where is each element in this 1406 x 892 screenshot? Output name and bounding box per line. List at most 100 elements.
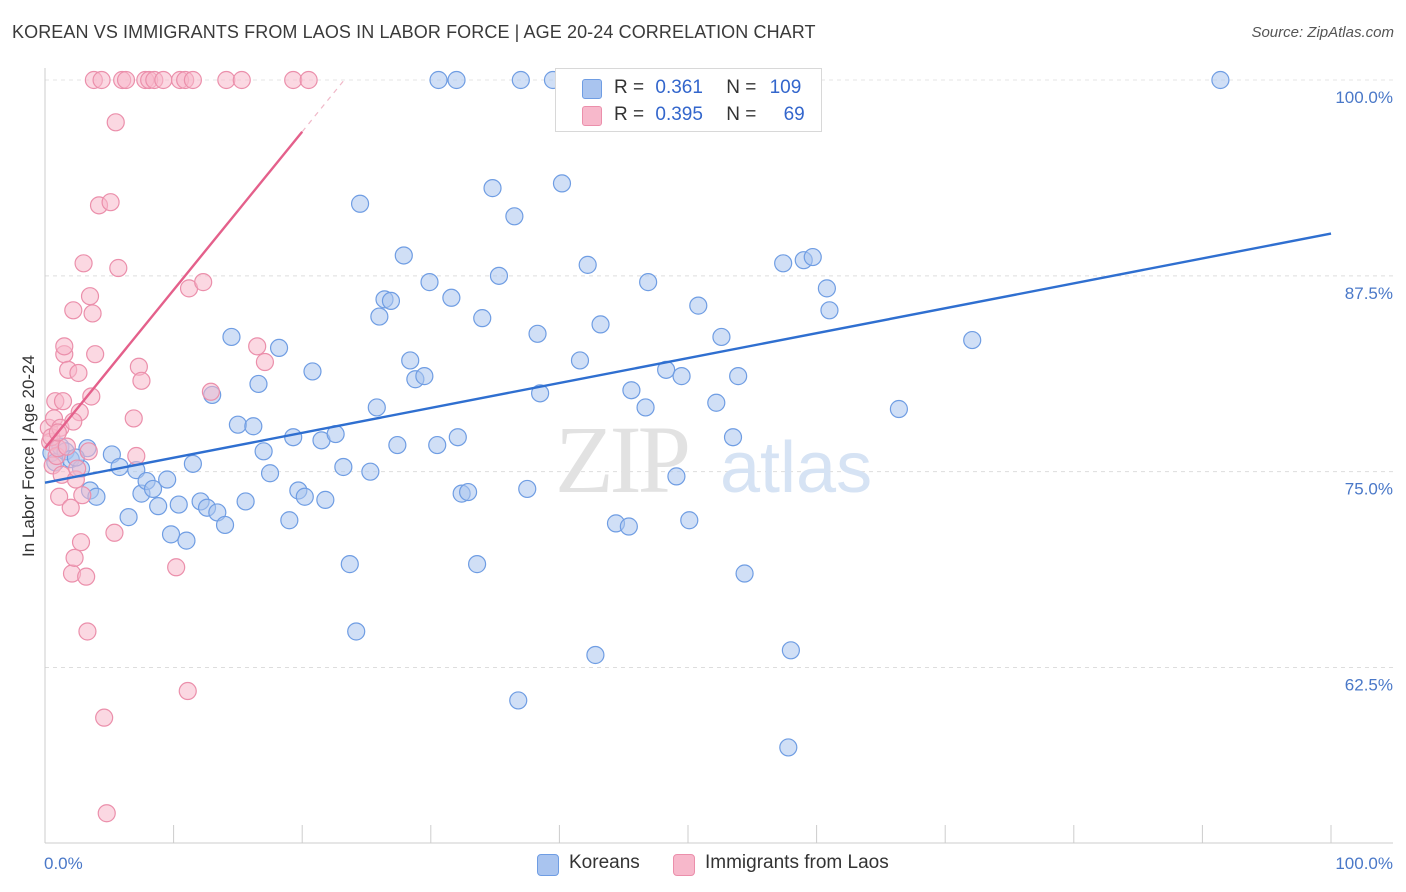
point-s0-37	[295, 487, 314, 506]
point-s1-22	[69, 363, 88, 383]
gridlines	[45, 79, 1393, 669]
point-s0-42	[334, 457, 353, 477]
axes	[44, 68, 1393, 844]
point-s1-61	[232, 70, 251, 90]
laos-r-value: 0.395	[655, 104, 703, 125]
point-s0-27	[228, 415, 247, 434]
point-s0-26	[222, 327, 241, 347]
point-s0-20	[183, 454, 202, 473]
point-s1-37	[97, 804, 116, 823]
y-tick-labels: 100.0% 87.5% 75.0% 62.5%	[1335, 88, 1393, 695]
point-s1-19	[65, 548, 84, 567]
point-s0-69	[528, 324, 547, 343]
legend-label-koreans: Koreans	[569, 852, 640, 873]
point-s1-51	[154, 70, 173, 90]
trend-lines	[44, 79, 1332, 484]
point-s0-32	[260, 464, 280, 483]
point-s0-57	[428, 435, 447, 455]
point-s0-10	[119, 508, 138, 527]
point-s0-92	[729, 367, 748, 386]
point-s0-43	[340, 555, 359, 574]
point-s0-76	[586, 645, 605, 665]
point-s0-17	[161, 525, 181, 544]
point-s1-18	[64, 301, 83, 320]
point-s0-45	[350, 194, 370, 213]
laos-n-label: N =	[726, 104, 757, 125]
point-s1-55	[178, 681, 197, 701]
point-s1-28	[78, 622, 97, 641]
point-s1-40	[106, 113, 125, 132]
point-s1-39	[105, 523, 124, 542]
point-s0-105	[429, 70, 448, 90]
point-s1-16	[61, 498, 80, 517]
point-s1-52	[167, 558, 186, 577]
watermark-zip: ZIP	[555, 406, 688, 513]
point-s1-36	[95, 708, 114, 727]
point-s0-79	[619, 517, 638, 536]
y-tick-label-0: 100.0%	[1335, 88, 1393, 107]
point-s0-50	[381, 291, 401, 311]
point-s0-101	[889, 399, 909, 419]
point-s0-99	[817, 279, 836, 298]
chart-title: KOREAN VS IMMIGRANTS FROM LAOS IN LABOR …	[12, 22, 816, 42]
point-s0-106	[511, 70, 530, 90]
point-s0-38	[303, 362, 322, 381]
point-s0-82	[639, 273, 658, 292]
point-s1-43	[116, 70, 136, 90]
point-s0-68	[518, 479, 537, 499]
point-s0-93	[735, 564, 754, 583]
point-s0-44	[347, 622, 366, 641]
point-s1-58	[194, 273, 213, 292]
laos-n-value: 69	[783, 104, 805, 125]
point-s0-74	[570, 351, 590, 370]
point-s0-58	[442, 288, 461, 307]
point-s0-89	[707, 393, 726, 412]
legend-swatch-laos	[673, 854, 695, 876]
laos-r-label: R =	[614, 104, 645, 125]
point-s0-96	[781, 641, 800, 660]
point-s1-25	[73, 486, 92, 505]
trend-line-1	[44, 130, 304, 449]
trend-line-0	[44, 232, 1332, 484]
x-tick-label-0: 0.0%	[44, 854, 83, 873]
point-s0-67	[509, 691, 528, 710]
y-tick-label-3: 62.5%	[1345, 676, 1393, 695]
watermark: ZIP atlas	[555, 406, 872, 513]
point-s0-62	[467, 555, 487, 574]
point-s0-102	[963, 330, 982, 350]
point-s0-25	[215, 515, 235, 535]
point-s0-28	[236, 492, 255, 511]
koreans-r-value: 0.361	[655, 77, 703, 98]
point-s0-29	[244, 417, 263, 436]
point-s0-33	[269, 338, 289, 358]
koreans-n-value: 109	[769, 77, 802, 98]
y-tick-label-2: 75.0%	[1345, 480, 1393, 499]
point-s1-35	[92, 70, 111, 90]
point-s0-40	[316, 490, 335, 509]
x-tick-label-1: 100.0%	[1335, 854, 1393, 873]
point-s0-94	[774, 254, 793, 273]
point-s0-53	[401, 351, 420, 370]
point-s1-26	[74, 254, 93, 273]
point-s0-70	[531, 384, 550, 403]
point-s1-29	[80, 287, 100, 306]
point-s0-84	[667, 467, 686, 486]
point-s0-66	[505, 207, 524, 226]
point-s0-51	[388, 435, 407, 455]
point-s0-56	[420, 273, 439, 292]
point-s0-31	[254, 442, 273, 461]
point-s1-30	[82, 387, 101, 406]
laos-swatch	[582, 106, 602, 126]
trend-extension-1	[301, 79, 345, 133]
point-s0-85	[672, 367, 691, 386]
point-s0-64	[483, 179, 502, 198]
point-s1-62	[248, 337, 267, 356]
point-s0-103	[1211, 70, 1230, 90]
point-s0-30	[249, 374, 268, 394]
point-s0-90	[712, 327, 731, 347]
point-s0-59	[448, 428, 467, 447]
point-s0-80	[622, 381, 641, 400]
point-s1-68	[79, 442, 98, 461]
point-s1-45	[127, 446, 146, 466]
